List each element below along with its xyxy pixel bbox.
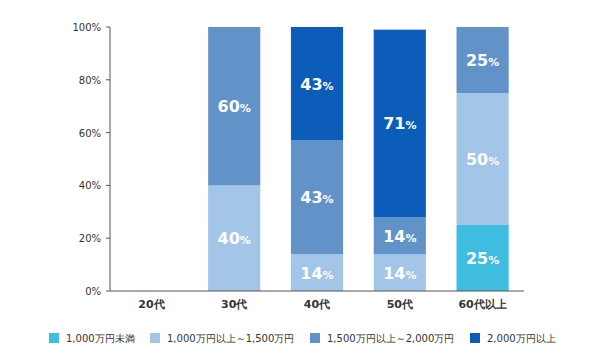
x-axis	[110, 291, 524, 292]
bar-segment	[291, 141, 343, 255]
data-label: 14%	[383, 264, 416, 283]
y-tick	[106, 238, 110, 239]
legend-label: 1,000万円以上～1,500万円	[167, 333, 294, 344]
data-label: 40%	[218, 229, 251, 248]
y-tick	[106, 79, 110, 80]
data-label: 14%	[300, 264, 333, 283]
y-tick-label: 80%	[79, 75, 101, 86]
y-axis	[110, 27, 111, 291]
x-tick-label: 20代	[138, 298, 164, 311]
bar-segment	[291, 254, 343, 291]
bar-segment	[374, 30, 426, 217]
x-tick-label: 50代	[387, 298, 413, 311]
bar-segment	[457, 225, 509, 291]
legend-swatch	[150, 333, 160, 343]
x-tick-label: 40代	[304, 298, 330, 311]
chart: 0% 20% 40% 60% 80% 100% 40% 60% 14% 43% 43% 14% 14% 7…	[0, 0, 600, 360]
data-label: 50%	[466, 150, 499, 169]
y-tick	[106, 132, 110, 133]
bar-segment	[457, 27, 509, 93]
bar-segment	[208, 27, 260, 185]
legend-label: 2,000万円以上	[487, 333, 556, 344]
data-label: 60%	[218, 97, 251, 116]
data-label: 71%	[383, 114, 416, 133]
y-tick	[106, 291, 110, 292]
data-label: 25%	[466, 51, 499, 70]
y-tick-label: 20%	[79, 233, 101, 244]
data-label: 14%	[383, 227, 416, 246]
bar-segment	[374, 217, 426, 254]
data-label: 25%	[466, 249, 499, 268]
y-tick	[106, 27, 110, 28]
data-label: 43%	[300, 75, 333, 94]
bar-segment	[457, 93, 509, 225]
bar-segment	[291, 27, 343, 141]
y-tick-label: 100%	[72, 22, 101, 33]
y-tick-label: 40%	[79, 180, 101, 191]
y-tick-label: 60%	[79, 128, 101, 139]
x-tick-label: 60代以上	[458, 298, 506, 311]
y-tick	[106, 185, 110, 186]
bar-segment	[208, 185, 260, 291]
y-tick-label: 0%	[85, 286, 101, 297]
legend-label: 1,000万円未満	[66, 333, 135, 344]
x-tick-label: 30代	[221, 298, 247, 311]
legend-swatch	[49, 333, 59, 343]
bar-segment	[374, 254, 426, 291]
bars	[208, 27, 509, 291]
legend-swatch	[310, 333, 320, 343]
legend-label: 1,500万円以上～2,000万円	[327, 333, 454, 344]
legend-swatch	[470, 333, 480, 343]
data-label: 43%	[300, 188, 333, 207]
